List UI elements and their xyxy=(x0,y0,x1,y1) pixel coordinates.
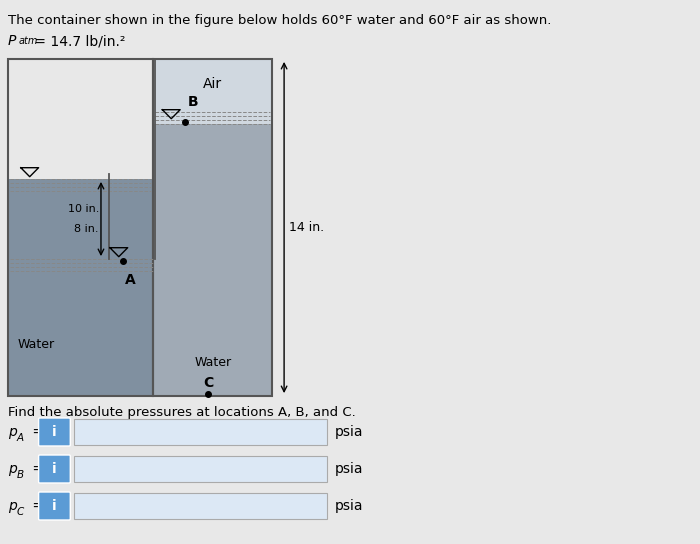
Text: P: P xyxy=(8,34,16,48)
Text: i: i xyxy=(52,425,57,439)
Text: i: i xyxy=(52,462,57,476)
Text: psia: psia xyxy=(335,462,363,476)
Bar xyxy=(8,179,153,396)
Text: 14 in.: 14 in. xyxy=(289,221,324,234)
Bar xyxy=(153,59,272,124)
Text: B: B xyxy=(17,470,24,480)
Bar xyxy=(74,456,327,482)
Text: =: = xyxy=(28,425,48,439)
Text: p: p xyxy=(8,462,17,476)
Text: A: A xyxy=(17,433,24,443)
Text: p: p xyxy=(8,425,17,439)
Text: The container shown in the figure below holds 60°F water and 60°F air as shown.: The container shown in the figure below … xyxy=(8,14,552,27)
Text: Air: Air xyxy=(203,77,223,91)
Text: =: = xyxy=(28,462,48,476)
Text: C: C xyxy=(203,376,213,390)
Text: = 14.7 lb/in.²: = 14.7 lb/in.² xyxy=(29,34,125,48)
Text: 8 in.: 8 in. xyxy=(74,224,99,234)
Text: i: i xyxy=(52,499,57,513)
Text: 10 in.: 10 in. xyxy=(68,204,99,214)
Text: atm: atm xyxy=(19,36,38,46)
Text: A: A xyxy=(125,273,136,287)
Text: Find the absolute pressures at locations A, B, and C.: Find the absolute pressures at locations… xyxy=(8,406,356,419)
Text: Water: Water xyxy=(18,337,55,350)
FancyBboxPatch shape xyxy=(38,492,70,520)
Bar xyxy=(74,419,327,445)
Text: Water: Water xyxy=(195,355,232,368)
Text: p: p xyxy=(8,499,17,513)
Text: psia: psia xyxy=(335,499,363,513)
Bar xyxy=(74,493,327,519)
FancyBboxPatch shape xyxy=(38,455,70,483)
FancyBboxPatch shape xyxy=(38,418,70,446)
Text: B: B xyxy=(188,95,199,109)
Bar xyxy=(8,59,153,396)
Text: psia: psia xyxy=(335,425,363,439)
Bar xyxy=(153,59,272,396)
Text: =: = xyxy=(28,499,48,513)
Bar xyxy=(153,124,272,396)
Text: C: C xyxy=(17,507,24,517)
